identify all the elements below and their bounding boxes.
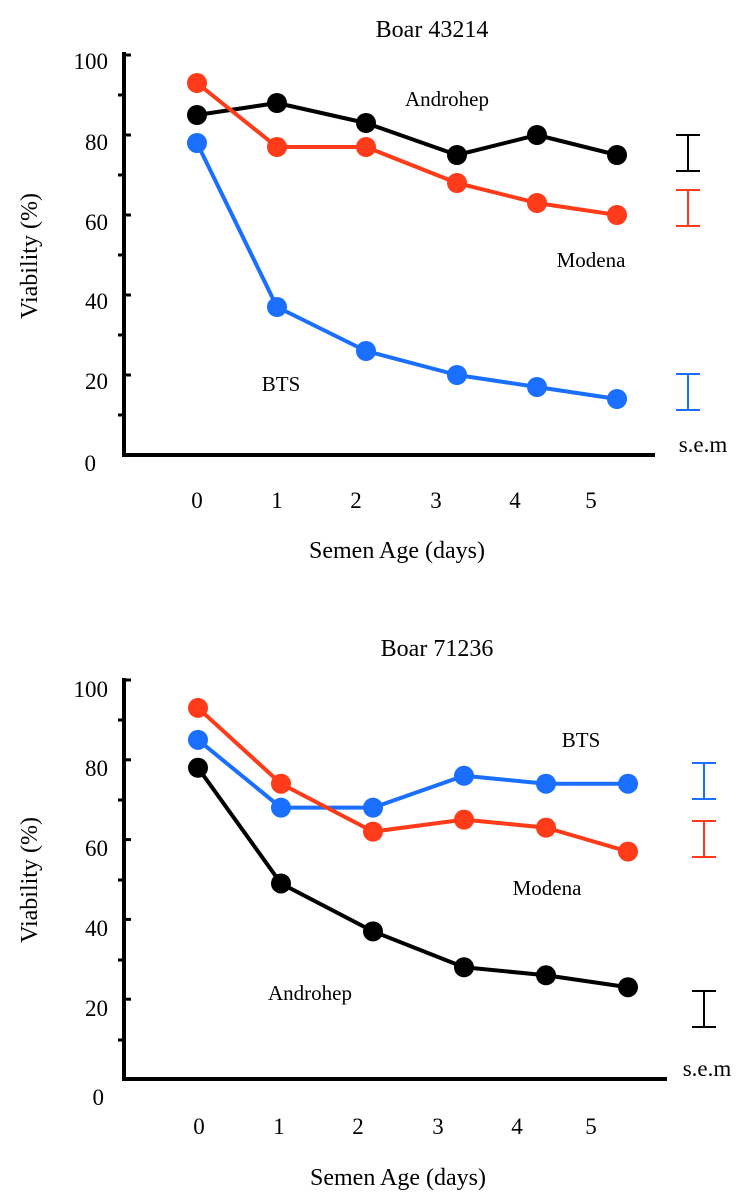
series-label-1-modena: Modena — [557, 248, 626, 272]
sem-label-1: s.e.m — [679, 432, 728, 457]
sem-label-2: s.e.m — [683, 1056, 732, 1081]
data-point-1-modena-3 — [447, 173, 467, 193]
plot-area-1 — [118, 53, 700, 457]
y-tick-label-2-40: 40 — [85, 916, 108, 941]
data-point-1-androhep-4 — [527, 125, 547, 145]
series-label-1-androhep: Androhep — [405, 87, 489, 111]
chart-panel-2: Boar 71236 0 20 40 60 80 100 0 1 2 3 4 5… — [17, 636, 731, 1191]
data-point-1-androhep-1 — [267, 93, 287, 113]
data-point-1-modena-2 — [356, 137, 376, 157]
data-point-1-modena-5 — [607, 205, 627, 225]
sem-bar-1-androhep — [676, 134, 700, 172]
x-tick-label-2-2: 2 — [352, 1114, 364, 1139]
data-point-2-bts-4 — [536, 773, 556, 794]
data-point-2-androhep-2 — [363, 921, 383, 942]
data-point-2-modena-2 — [363, 821, 383, 842]
data-point-2-androhep-5 — [618, 977, 638, 998]
data-point-2-androhep-3 — [454, 957, 474, 978]
y-tick-label-1-0: 0 — [85, 451, 97, 476]
series-line-1-modena — [195, 81, 618, 217]
data-point-1-androhep-3 — [447, 145, 467, 165]
series-line-2-modena — [196, 706, 629, 854]
data-point-1-modena-4 — [527, 193, 547, 213]
data-point-2-bts-2 — [363, 797, 383, 818]
series-label-2-androhep: Androhep — [268, 981, 352, 1005]
data-point-2-bts-1 — [271, 797, 291, 818]
x-tick-label-1-5: 5 — [585, 488, 597, 513]
data-point-2-bts-3 — [454, 765, 474, 786]
data-point-1-bts-4 — [527, 377, 547, 397]
x-tick-label-2-1: 1 — [273, 1114, 285, 1139]
data-point-2-modena-0 — [188, 697, 208, 718]
x-axis-label-2: Semen Age (days) — [310, 1165, 486, 1191]
y-tick-label-2-100: 100 — [74, 677, 109, 702]
x-tick-label-1-2: 2 — [350, 488, 362, 513]
series-label-2-modena: Modena — [513, 876, 582, 900]
y-tick-label-1-80: 80 — [85, 130, 108, 155]
data-point-2-bts-0 — [188, 729, 208, 750]
data-point-1-modena-1 — [267, 137, 287, 157]
x-tick-label-1-0: 0 — [191, 488, 203, 513]
y-tick-label-2-20: 20 — [85, 996, 108, 1021]
x-tick-label-1-4: 4 — [509, 488, 521, 513]
data-point-2-modena-5 — [618, 841, 638, 862]
series-line-2-androhep — [196, 766, 629, 990]
sem-bar-2-bts — [692, 762, 716, 800]
y-tick-label-1-100: 100 — [74, 49, 109, 74]
data-point-1-androhep-5 — [607, 145, 627, 165]
chart-panel-1: Boar 43214 0 20 40 60 80 100 0 1 2 3 4 5… — [17, 17, 727, 564]
data-point-1-modena-0 — [187, 73, 207, 93]
x-tick-label-1-1: 1 — [271, 488, 283, 513]
y-axis-label-1: Viability (%) — [17, 193, 43, 319]
data-point-2-modena-4 — [536, 817, 556, 838]
data-point-2-modena-1 — [271, 773, 291, 794]
y-tick-label-1-20: 20 — [85, 369, 108, 394]
x-axis-label-1: Semen Age (days) — [309, 538, 485, 564]
data-point-1-bts-5 — [607, 389, 627, 409]
series-line-2-bts — [196, 738, 628, 810]
data-point-1-bts-0 — [187, 133, 207, 153]
data-point-2-bts-5 — [618, 773, 638, 794]
x-tick-label-1-3: 3 — [430, 488, 442, 513]
data-point-1-androhep-2 — [356, 113, 376, 133]
series-line-1-bts — [195, 142, 618, 401]
chart-title-2: Boar 71236 — [381, 636, 494, 662]
series-label-2-bts: BTS — [562, 728, 601, 752]
data-point-2-androhep-0 — [188, 757, 208, 778]
data-point-2-androhep-4 — [536, 965, 556, 986]
data-point-2-androhep-1 — [271, 873, 291, 894]
sem-bar-2-modena — [692, 820, 716, 858]
data-point-1-bts-1 — [267, 297, 287, 317]
x-tick-label-2-5: 5 — [585, 1114, 597, 1139]
data-point-1-androhep-0 — [187, 105, 207, 125]
data-point-2-modena-3 — [454, 809, 474, 830]
sem-bar-2-androhep — [692, 990, 716, 1028]
series-label-1-bts: BTS — [262, 372, 301, 396]
sem-bar-1-modena — [676, 189, 700, 227]
chart-title-1: Boar 43214 — [376, 17, 489, 43]
y-tick-label-2-80: 80 — [85, 756, 108, 781]
series-line-1-androhep — [196, 101, 618, 157]
x-tick-label-2-4: 4 — [511, 1114, 523, 1139]
plot-area-2 — [118, 678, 716, 1081]
y-tick-label-2-60: 60 — [85, 836, 108, 861]
y-tick-label-1-60: 60 — [85, 210, 108, 235]
data-point-1-bts-2 — [356, 341, 376, 361]
y-axis-label-2: Viability (%) — [17, 817, 43, 943]
data-point-1-bts-3 — [447, 365, 467, 385]
sem-bar-1-bts — [676, 373, 700, 411]
y-tick-label-2-0: 0 — [93, 1085, 105, 1110]
x-tick-label-2-3: 3 — [432, 1114, 444, 1139]
y-tick-label-1-40: 40 — [85, 289, 108, 314]
x-tick-label-2-0: 0 — [193, 1114, 205, 1139]
